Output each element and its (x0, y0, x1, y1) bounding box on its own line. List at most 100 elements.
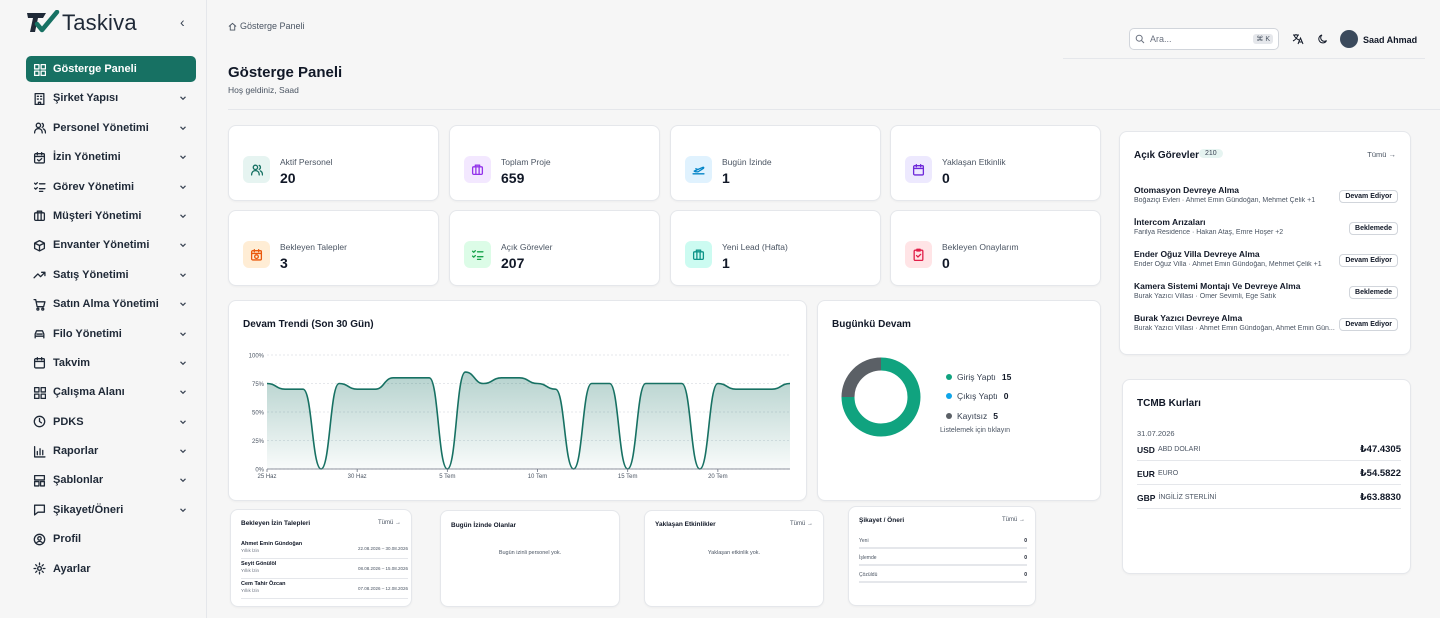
pending-leave-all-link[interactable]: Tümü → (377, 520, 401, 526)
moon-icon[interactable] (1317, 33, 1329, 45)
avatar[interactable] (1340, 30, 1358, 48)
attendance-donut-chart[interactable] (840, 356, 940, 456)
sidebar-item-profil[interactable]: Profil (26, 526, 196, 552)
sidebar-item-envanter-yönetimi[interactable]: Envanter Yönetimi (26, 232, 196, 258)
chevron-down-icon[interactable] (178, 152, 188, 162)
legend-item[interactable]: Kayıtsız 5 (946, 406, 1011, 426)
currency-rate-row: EUR EURO ₺54.5822 (1137, 463, 1401, 485)
leave-dates: 22.08.2026 – 30.08.2026 (357, 546, 408, 551)
chevron-down-icon[interactable] (178, 446, 188, 456)
stat-card[interactable]: Toplam Proje 659 (449, 125, 660, 201)
sidebar-item-görev-yönetimi[interactable]: Görev Yönetimi (26, 174, 196, 200)
complaint-status-label: İşlemde (859, 555, 877, 561)
donut-slice[interactable] (841, 357, 921, 437)
task-list-item[interactable]: İntercom Arızaları Farilya Residence · Ha… (1134, 217, 1398, 247)
leave-type: Yıllık İzin (241, 588, 260, 593)
open-tasks-all-link[interactable]: Tümü → (1367, 150, 1396, 159)
chevron-down-icon[interactable] (178, 475, 188, 485)
topbar: Ara... ⌘ K Saad Ahmad (1063, 17, 1425, 59)
sidebar-item-label: Gösterge Paneli (53, 63, 137, 75)
leave-request-item[interactable]: Cem Tahir Özcan Yıllık İzin 07.08.2026 – 1… (241, 581, 408, 599)
x-tick-label: 30 Haz (348, 474, 367, 480)
chevron-down-icon[interactable] (178, 417, 188, 427)
complaint-status-row[interactable]: Çözüldü 0 (859, 569, 1027, 583)
chevron-down-icon[interactable] (178, 211, 188, 221)
chevron-down-icon[interactable] (178, 270, 188, 280)
legend-item[interactable]: Giriş Yaptı 15 (946, 367, 1011, 387)
sidebar-item-i-zin-yönetimi[interactable]: İzin Yönetimi (26, 144, 196, 170)
task-list-item[interactable]: Kamera Sistemi Montajı Ve Devreye Alma Bu… (1134, 281, 1398, 311)
calendar-icon (905, 156, 932, 183)
on-leave-title: Bugün İzinde Olanlar (451, 522, 517, 529)
currency-rate-row: USD ABD DOLARI ₺47.4305 (1137, 439, 1401, 461)
stat-card[interactable]: Bekleyen Onaylarım 0 (890, 210, 1101, 286)
sidebar-item-raporlar[interactable]: Raporlar (26, 438, 196, 464)
stat-value: 0 (942, 255, 950, 271)
user-name[interactable]: Saad Ahmad (1363, 35, 1418, 45)
complaint-status-row[interactable]: İşlemde 0 (859, 552, 1027, 566)
y-tick-label: 75% (252, 382, 265, 388)
task-list-item[interactable]: Ender Oğuz Villa Devreye Alma Ender Oğuz … (1134, 249, 1398, 279)
sidebar-item-pdks[interactable]: PDKS (26, 409, 196, 435)
sidebar-item-şikayet-öneri[interactable]: Şikayet/Öneri (26, 497, 196, 523)
sidebar-item-satış-yönetimi[interactable]: Satış Yönetimi (26, 262, 196, 288)
chevron-down-icon[interactable] (178, 299, 188, 309)
stat-card[interactable]: Bugün İzinde 1 (670, 125, 881, 201)
sidebar-item-şablonlar[interactable]: Şablonlar (26, 467, 196, 493)
attendance-hint[interactable]: Listelemek için tıklayın (940, 427, 1011, 434)
upcoming-all-link[interactable]: Tümü → (789, 521, 813, 527)
sidebar-item-müşteri-yönetimi[interactable]: Müşteri Yönetimi (26, 203, 196, 229)
stat-card[interactable]: Yeni Lead (Hafta) 1 (670, 210, 881, 286)
x-tick-label: 5 Tem (439, 474, 455, 480)
complaints-all-link[interactable]: Tümü → (1001, 517, 1025, 523)
stat-value: 659 (501, 170, 525, 186)
sidebar-item-label: Satın Alma Yönetimi (53, 298, 159, 311)
sidebar-item-label: Personel Yönetimi (53, 121, 149, 134)
leave-request-item[interactable]: Seyit Gönülöl Yıllık İzin 08.08.2026 – 15.… (241, 561, 408, 579)
rates-title: TCMB Kurları (1137, 398, 1201, 409)
search-input[interactable]: Ara... ⌘ K (1129, 28, 1279, 50)
complaint-status-count: 0 (1024, 538, 1027, 544)
translate-icon[interactable] (1292, 33, 1304, 45)
stat-label: Bugün İzinde (722, 157, 772, 167)
x-tick-label: 15 Tem (618, 474, 638, 480)
sidebar-item-takvim[interactable]: Takvim (26, 350, 196, 376)
sidebar-item-label: Görev Yönetimi (53, 180, 135, 193)
chevron-down-icon[interactable] (178, 358, 188, 368)
chevron-down-icon[interactable] (178, 329, 188, 339)
complaint-status-row[interactable]: Yeni 0 (859, 535, 1027, 549)
leave-dates: 07.08.2026 – 12.08.2026 (357, 586, 408, 591)
chevron-down-icon[interactable] (178, 387, 188, 397)
task-list-item[interactable]: Otomasyon Devreye Alma Boğaziçi Evleri · … (1134, 185, 1398, 215)
sidebar-item-filo-yönetimi[interactable]: Filo Yönetimi (26, 321, 196, 347)
calendar-check-icon (32, 150, 46, 164)
home-icon[interactable] (228, 22, 237, 31)
legend-item[interactable]: Çıkış Yaptı 0 (946, 387, 1011, 407)
upcoming-title: Yaklaşan Etkinlikler (655, 521, 716, 528)
stat-card[interactable]: Aktif Personel 20 (228, 125, 439, 201)
leave-request-item[interactable]: Ahmet Emin Gündoğan Yıllık İzin 22.08.2026… (241, 541, 408, 559)
sidebar-item-şirket-yapısı[interactable]: Şirket Yapısı (26, 85, 196, 111)
sidebar-item-çalışma-alanı[interactable]: Çalışma Alanı (26, 379, 196, 405)
sidebar-item-ayarlar[interactable]: Ayarlar (26, 556, 196, 582)
chevron-down-icon[interactable] (178, 240, 188, 250)
bar-chart-icon (32, 444, 46, 458)
chevron-down-icon[interactable] (178, 505, 188, 515)
chevron-down-icon[interactable] (178, 182, 188, 192)
chevron-down-icon[interactable] (178, 93, 188, 103)
donut-slice[interactable] (841, 357, 882, 398)
task-title: Burak Yazıcı Devreye Alma (1134, 313, 1243, 323)
search-shortcut: ⌘ K (1253, 34, 1273, 44)
stat-card[interactable]: Bekleyen Talepler 3 (228, 210, 439, 286)
stat-card[interactable]: Yaklaşan Etkinlik 0 (890, 125, 1101, 201)
chevron-left-icon[interactable]: ‹ (180, 14, 185, 30)
sidebar-item-satın-alma-yönetimi[interactable]: Satın Alma Yönetimi (26, 291, 196, 317)
sidebar-item-personel-yönetimi[interactable]: Personel Yönetimi (26, 115, 196, 141)
user-circle-icon (32, 532, 46, 546)
task-list-item[interactable]: Burak Yazıcı Devreye Alma Burak Yazıcı Vi… (1134, 313, 1398, 343)
chevron-down-icon[interactable] (178, 123, 188, 133)
sidebar-item-gösterge-paneli[interactable]: Gösterge Paneli (26, 56, 196, 82)
stat-card[interactable]: Açık Görevler 207 (449, 210, 660, 286)
brand[interactable]: Taskiva (26, 10, 137, 36)
currency-code: USD (1137, 444, 1155, 455)
